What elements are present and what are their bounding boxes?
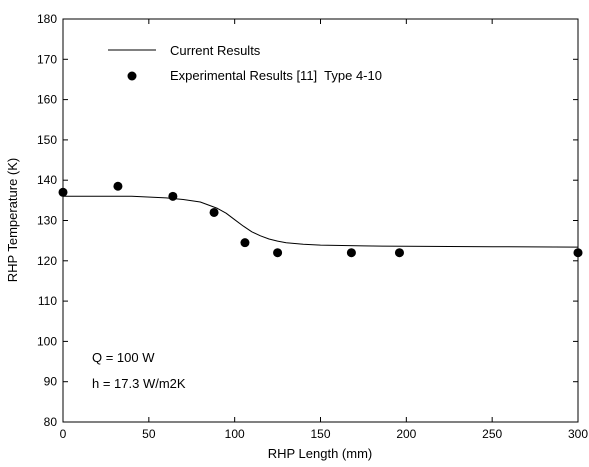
y-tick-label: 170: [37, 52, 57, 66]
y-tick-label: 90: [44, 375, 58, 389]
x-tick-label: 100: [225, 427, 245, 441]
y-tick-label: 140: [37, 173, 57, 187]
data-point-experimental: [394, 248, 404, 258]
x-tick-label: 300: [568, 427, 588, 441]
y-axis-label: RHP Temperature (K): [5, 158, 20, 283]
data-point-experimental: [346, 248, 356, 258]
y-tick-label: 160: [37, 93, 57, 107]
y-tick-label: 80: [44, 415, 58, 429]
x-tick-label: 150: [310, 427, 330, 441]
annotation-heat-load: Q = 100 W: [92, 350, 155, 365]
x-tick-label: 200: [396, 427, 416, 441]
x-tick-label: 250: [482, 427, 502, 441]
y-axis-ticks: 80 90 100 110 120 130 140 150 160 170 180: [37, 12, 578, 429]
data-point-experimental: [113, 181, 123, 191]
x-tick-label: 50: [142, 427, 156, 441]
data-point-experimental: [273, 248, 283, 258]
y-tick-label: 100: [37, 334, 57, 348]
legend-label-experimental-results: Experimental Results [11] Type 4-10: [170, 68, 382, 83]
series-layer: [58, 181, 583, 258]
annotation-heat-transfer-coefficient: h = 17.3 W/m2K: [92, 376, 186, 391]
y-tick-label: 120: [37, 254, 57, 268]
data-point-experimental: [58, 187, 68, 197]
data-point-experimental: [209, 207, 219, 217]
x-tick-label: 0: [60, 427, 67, 441]
y-tick-label: 130: [37, 214, 57, 228]
data-point-experimental: [240, 238, 250, 248]
series-line-current-results: [63, 195, 579, 248]
data-point-experimental: [573, 248, 583, 258]
x-axis-ticks: 0 50 100 150 200 250 300: [60, 19, 588, 441]
x-axis-label: RHP Length (mm): [268, 446, 373, 461]
y-tick-label: 150: [37, 133, 57, 147]
y-tick-label: 180: [37, 12, 57, 26]
legend-label-current-results: Current Results: [170, 43, 261, 58]
legend-marker-swatch: [127, 71, 137, 81]
y-tick-label: 110: [38, 294, 57, 308]
data-point-experimental: [168, 191, 178, 201]
legend: Current Results Experimental Results [11…: [108, 43, 382, 83]
